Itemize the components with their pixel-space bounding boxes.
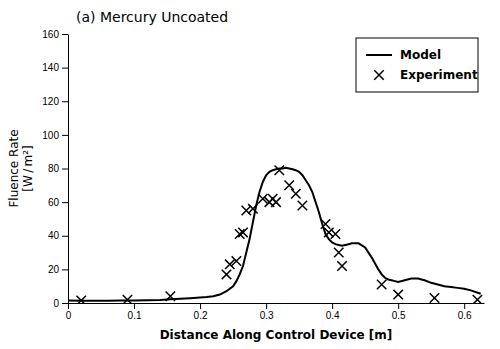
y-axis-tick-label: 20 — [48, 264, 60, 275]
experiment-point — [248, 204, 257, 213]
y-axis-tick: 0 — [53, 298, 68, 309]
experiment-point — [331, 229, 340, 238]
model-line — [68, 168, 481, 301]
y-axis-tick: 140 — [42, 62, 68, 73]
experiment-point — [76, 296, 85, 303]
experiment-point — [271, 197, 280, 206]
x-axis-tick: 0.1 — [128, 303, 142, 321]
experiment-point — [321, 219, 330, 228]
experiment-point — [235, 229, 244, 238]
experiment-point — [238, 228, 247, 237]
y-axis-tick-label: 120 — [42, 96, 59, 107]
y-axis-tick: 40 — [48, 230, 68, 241]
experiment-point — [284, 181, 293, 190]
x-axis-tick-mark — [266, 303, 267, 309]
experiment-point — [242, 206, 251, 215]
experiment-point — [334, 248, 343, 257]
y-axis: 0 20 40 60 80 100 120 140 160 — [42, 29, 68, 309]
y-axis-tick-mark — [62, 236, 68, 237]
experiment-point — [222, 270, 231, 279]
title: (a) Mercury Uncoated — [76, 9, 228, 25]
y-axis-tick-label: 80 — [48, 163, 60, 174]
experiment-point — [123, 295, 132, 303]
x-axis-tick: 0.2 — [194, 303, 208, 321]
legend: Model Experiment — [356, 38, 478, 92]
experiment-point — [377, 280, 386, 289]
x-axis-tick-mark — [398, 303, 399, 309]
legend-label: Experiment — [400, 68, 478, 82]
legend-label: Model — [400, 48, 441, 62]
y-axis-tick-label: 60 — [48, 197, 60, 208]
x-axis-tick: 0.6 — [458, 303, 472, 321]
y-axis-tick: 100 — [42, 130, 68, 141]
x-axis-tick-mark — [332, 303, 333, 309]
x-axis-tick: 0.4 — [326, 303, 340, 321]
y-axis-tick: 20 — [48, 264, 68, 275]
x-axis-tick: 0.5 — [392, 303, 406, 321]
experiment-point — [275, 165, 284, 174]
y-axis-tick-label: 100 — [42, 130, 59, 141]
x-axis-tick-label: 0 — [66, 310, 72, 321]
y-axis-tick-mark — [62, 101, 68, 102]
x-axis-tick-mark — [200, 303, 201, 309]
y-axis-title: Fluence Rate[W / m²] — [7, 129, 35, 207]
legend-swatch — [366, 54, 392, 56]
x-axis-tick-label: 0.1 — [128, 310, 142, 321]
x-axis-tick-label: 0.6 — [458, 310, 472, 321]
y-axis-tick-label: 140 — [42, 62, 59, 73]
x-axis-tick-label: 0.5 — [392, 310, 406, 321]
y-axis-tick-mark — [62, 269, 68, 270]
y-axis-tick-mark — [62, 68, 68, 69]
y-axis-tick-label: 160 — [42, 29, 59, 40]
x-axis-title: Distance Along Control Device [m] — [160, 328, 393, 342]
y-axis-tick-mark — [62, 202, 68, 203]
y-axis-tick: 120 — [42, 96, 68, 107]
chart: 0 0.1 0.2 0.3 0.4 0.5 0.6 0 20 40 60 80 100 120 140 160… — [0, 0, 500, 349]
y-axis-tick-label: 0 — [53, 298, 59, 309]
experiment-point — [393, 290, 402, 299]
x-axis-tick-label: 0.2 — [194, 310, 208, 321]
experiment-point — [298, 201, 307, 210]
legend-box — [356, 38, 478, 92]
x-axis-tick: 0.3 — [260, 303, 274, 321]
y-axis-tick-label: 40 — [48, 230, 60, 241]
y-axis-line — [68, 35, 69, 304]
y-axis-tick-mark — [62, 34, 68, 35]
x-axis-tick-mark — [134, 303, 135, 309]
x-axis-tick-label: 0.4 — [326, 310, 340, 321]
x-axis-tick-label: 0.3 — [260, 310, 274, 321]
experiment-point — [232, 256, 241, 265]
y-axis-tick: 160 — [42, 29, 68, 40]
x-axis-tick-mark — [464, 303, 465, 309]
x-axis-line — [69, 303, 485, 304]
plot-area — [68, 165, 482, 303]
x-axis: 0 0.1 0.2 0.3 0.4 0.5 0.6 — [66, 303, 485, 321]
legend-swatch — [374, 70, 383, 79]
y-axis-tick: 60 — [48, 197, 68, 208]
y-axis-tick-mark — [62, 303, 68, 304]
experiment-point — [324, 228, 333, 237]
experiment-point — [473, 295, 482, 303]
y-axis-tick-mark — [62, 169, 68, 170]
experiment-point — [166, 292, 175, 301]
experiment-point — [337, 261, 346, 270]
experiment-point — [430, 293, 439, 302]
experiment-point — [291, 189, 300, 198]
x-axis-tick-mark — [68, 303, 69, 309]
x-axis-tick: 0 — [66, 303, 72, 321]
y-axis-tick-mark — [62, 135, 68, 136]
y-axis-tick: 80 — [48, 163, 68, 174]
